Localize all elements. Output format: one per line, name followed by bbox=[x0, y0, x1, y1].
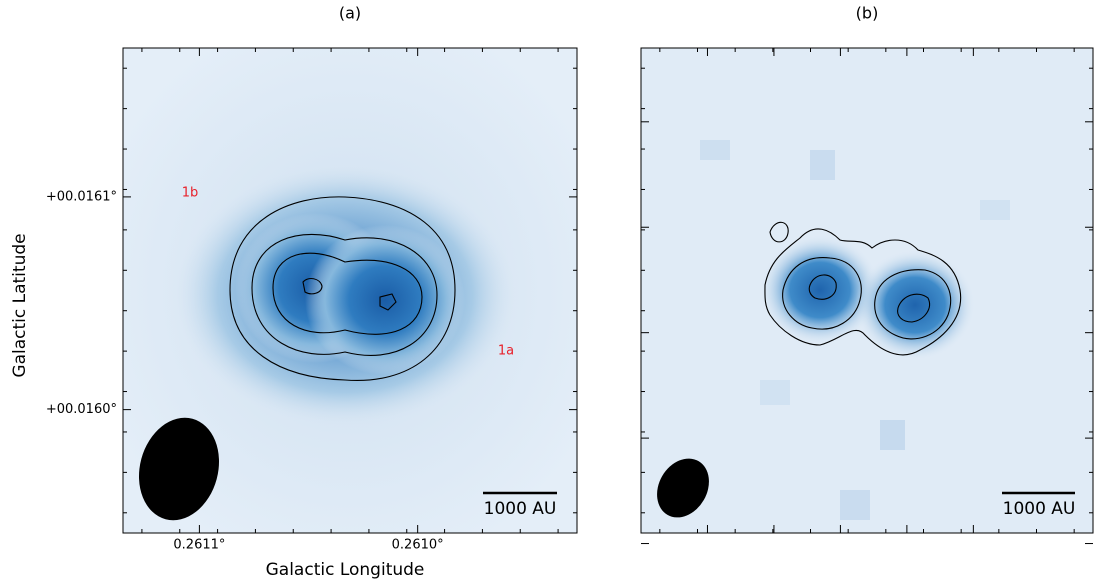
frame-a bbox=[122, 47, 578, 534]
annotation: 1a bbox=[498, 344, 514, 359]
scale-bar-label: 1000 AU bbox=[484, 499, 557, 519]
frame-b bbox=[640, 47, 1094, 534]
image-a bbox=[123, 48, 577, 533]
x-tick-label: 0.2611° bbox=[173, 538, 225, 553]
annotation: 1b bbox=[182, 186, 199, 201]
y-axis-label: Galactic Latitude bbox=[10, 233, 30, 377]
scale-bar-label: 1000 AU bbox=[1003, 499, 1076, 519]
image-b bbox=[641, 48, 1093, 533]
y-tick-label: +00.0160° bbox=[46, 402, 117, 417]
y-tick-label: +00.0161° bbox=[46, 189, 117, 204]
x-axis-label: Galactic Longitude bbox=[266, 560, 425, 580]
panel-title: (b) bbox=[856, 4, 879, 23]
x-tick-label: 0.2610° bbox=[392, 538, 444, 553]
panel-title: (a) bbox=[339, 4, 361, 23]
